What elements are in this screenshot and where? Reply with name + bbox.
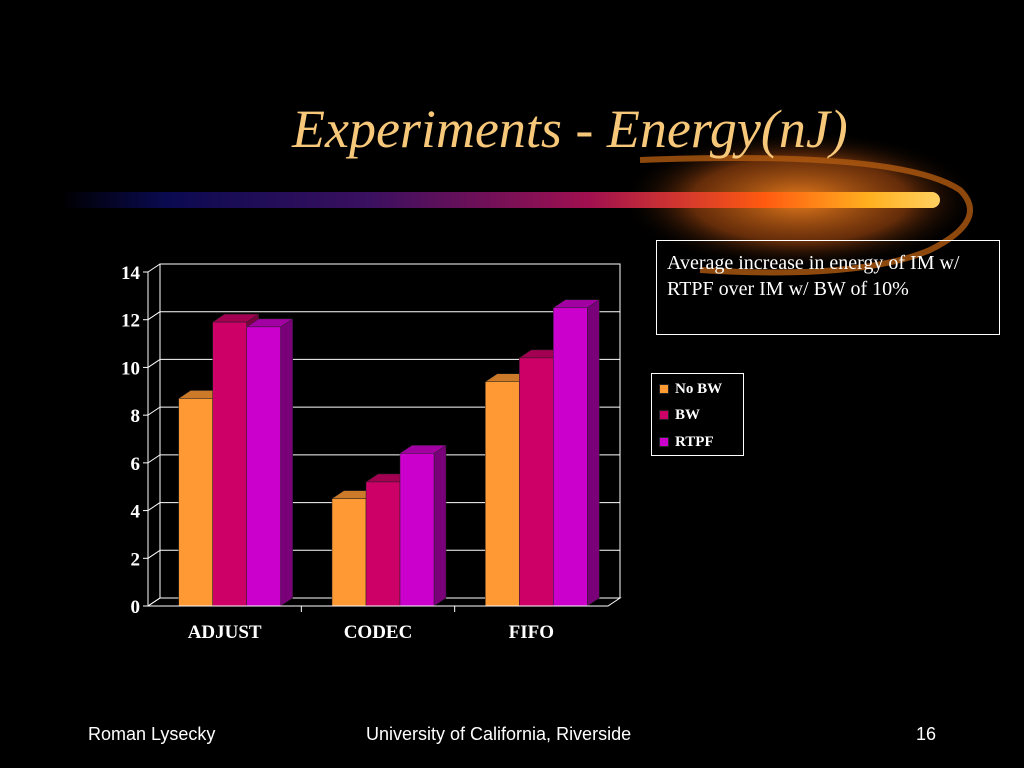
- chart-bars: [177, 299, 601, 607]
- gridline-side: [147, 454, 161, 464]
- gridline-side: [147, 263, 161, 273]
- y-tick-label: 2: [131, 549, 141, 570]
- gridline-side: [147, 311, 161, 321]
- gridline-side: [147, 549, 161, 559]
- slide-title: Experiments - Energy(nJ): [292, 99, 848, 159]
- legend-item-rtpf: RTPF: [659, 433, 714, 451]
- footer-author: Roman Lysecky: [88, 724, 216, 744]
- chart-legend: No BW BW RTPF: [651, 373, 744, 456]
- legend-swatch: [659, 384, 669, 394]
- y-tick-label: 10: [121, 358, 140, 379]
- x-tick-label: ADJUST: [188, 622, 262, 643]
- y-tick-label: 6: [131, 454, 141, 475]
- footer-institution: University of California, Riverside: [366, 724, 632, 744]
- x-tick-label: FIFO: [509, 622, 554, 643]
- gridline-side: [147, 502, 161, 511]
- y-tick-label: 8: [131, 406, 141, 427]
- note-box: Average increase in energy of IM w/ RTPF…: [656, 240, 1000, 335]
- decorative-swoosh: [60, 130, 980, 276]
- bar-codec-rtpf: [399, 444, 447, 607]
- footer-page-number: 16: [916, 724, 937, 744]
- x-tick-label: CODEC: [344, 622, 413, 643]
- y-tick-label: 14: [121, 263, 141, 284]
- y-tick-label: 12: [121, 311, 140, 332]
- y-tick-label: 0: [131, 597, 141, 618]
- note-text: Average increase in energy of IM w/ RTPF…: [667, 252, 960, 300]
- legend-label: No BW: [675, 380, 723, 397]
- legend-item-no-bw: No BW: [659, 380, 722, 398]
- y-tick-label: 4: [131, 502, 141, 523]
- gridline-side: [147, 406, 161, 416]
- gridline-side: [147, 359, 161, 368]
- chart-axes: 0 2 4 6 8 10 12 14 ADJUST CODEC FIFO: [121, 263, 608, 643]
- legend-swatch: [659, 410, 669, 420]
- legend-label: BW: [675, 406, 701, 423]
- legend-label: RTPF: [675, 433, 714, 450]
- bar-adjust-rtpf: [245, 318, 294, 607]
- legend-swatch: [659, 437, 669, 447]
- legend-item-bw: BW: [659, 406, 700, 424]
- bar-fifo-rtpf: [552, 299, 601, 607]
